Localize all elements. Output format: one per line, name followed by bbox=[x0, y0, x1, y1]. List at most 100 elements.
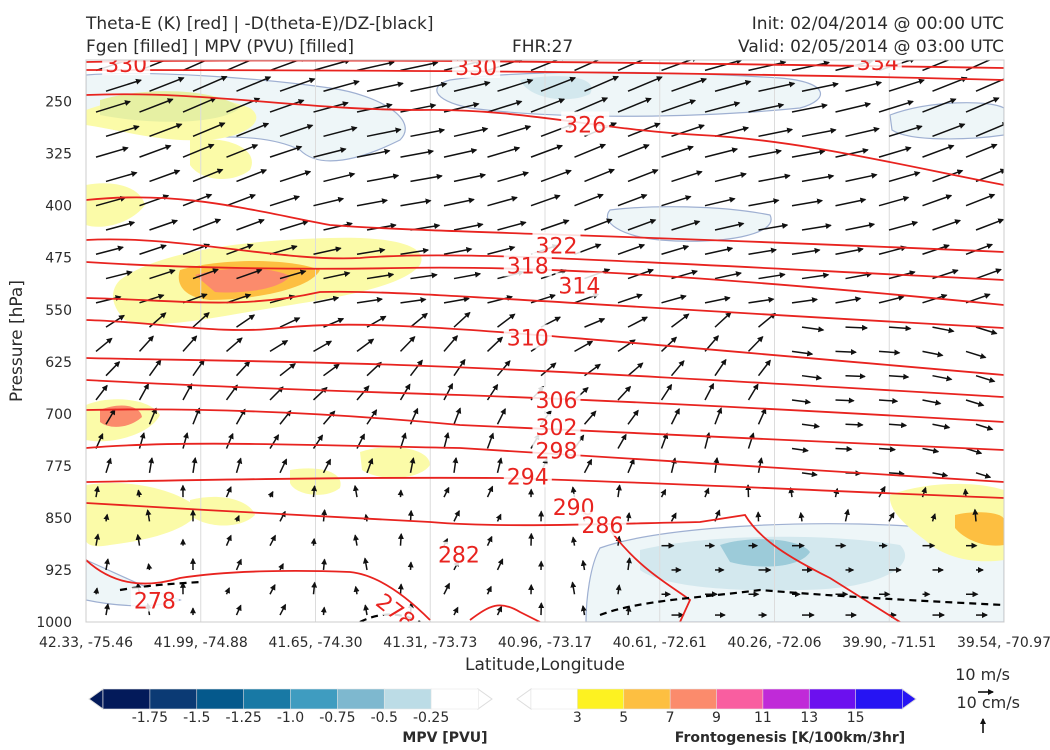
wind-arrow bbox=[671, 170, 703, 183]
wind-arrow bbox=[748, 198, 780, 207]
wind-arrow bbox=[661, 145, 694, 158]
colorbar-cell bbox=[623, 688, 671, 710]
wind-arrow bbox=[627, 316, 648, 328]
wind-arrow bbox=[191, 457, 198, 473]
wind-arrow bbox=[584, 168, 615, 183]
wind-arrow bbox=[356, 338, 375, 353]
wind-arrow bbox=[399, 336, 416, 352]
wind-arrow bbox=[932, 123, 966, 138]
init-time: Init: 02/04/2014 @ 00:00 UTC bbox=[751, 14, 1004, 34]
wind-arrow bbox=[104, 603, 111, 616]
contour-label-bg bbox=[503, 252, 552, 277]
frontogenesis-colorbar: 3 5 7 9 11 13 15 bbox=[516, 688, 917, 726]
wind-arrow bbox=[443, 148, 478, 158]
wind-arrow bbox=[139, 244, 167, 255]
colorbar-cell bbox=[102, 688, 151, 710]
x-tick-label: 41.65, -74.30 bbox=[268, 635, 362, 651]
wind-arrow bbox=[791, 297, 819, 304]
y-axis-label: Pressure [hPa] bbox=[7, 280, 27, 402]
colorbar-cell bbox=[383, 688, 432, 710]
theta-e-contour-4 bbox=[86, 238, 1004, 281]
contour-label: 282 bbox=[438, 544, 480, 569]
wind-arrow bbox=[801, 173, 835, 183]
colorbar-tick-label: 11 bbox=[754, 710, 772, 726]
wind-arrow bbox=[105, 220, 136, 231]
wind-arrow bbox=[269, 583, 276, 595]
wind-arrow bbox=[580, 605, 587, 616]
wind-arrow bbox=[583, 458, 593, 474]
wind-arrow bbox=[95, 195, 127, 207]
shaded-region-5 bbox=[100, 91, 240, 122]
wind-arrow bbox=[279, 269, 307, 280]
wind-arrow bbox=[888, 171, 921, 183]
wind-arrow bbox=[148, 407, 157, 425]
contour-label: 326 bbox=[564, 114, 606, 139]
wind-arrow bbox=[747, 432, 755, 449]
wind-arrow bbox=[835, 397, 855, 404]
wind-arrow bbox=[660, 432, 669, 449]
wind-arrow bbox=[922, 194, 953, 207]
wind-arrow bbox=[182, 383, 193, 401]
wind-arrow bbox=[713, 457, 720, 473]
wind-arrow bbox=[888, 511, 895, 522]
colorbar-tick-label: -0.5 bbox=[371, 710, 398, 726]
wind-arrow bbox=[311, 581, 318, 595]
wind-arrow bbox=[845, 172, 878, 183]
contour-label: 330 bbox=[105, 53, 147, 78]
wind-arrow bbox=[443, 486, 450, 498]
wind-arrow bbox=[540, 169, 572, 183]
colorbar-extend-left bbox=[516, 688, 532, 710]
wind-arrow bbox=[192, 218, 222, 231]
wind-arrow bbox=[279, 363, 296, 377]
wind-arrow bbox=[844, 508, 850, 522]
colorbar-cell bbox=[290, 688, 339, 710]
wind-arrow bbox=[323, 363, 340, 377]
theta-e-contour-8 bbox=[86, 357, 1004, 398]
wind-arrow bbox=[878, 485, 886, 498]
wind-arrow bbox=[714, 358, 727, 377]
theta-e-contour-13 bbox=[86, 502, 901, 622]
wind-arrow bbox=[366, 457, 374, 474]
wind-arrow bbox=[757, 457, 764, 473]
colorbar-cell bbox=[530, 688, 579, 710]
wind-arrow bbox=[888, 373, 910, 380]
chart-title-line1: Theta-E (K) [red] | -D(theta-E)/DZ-[blac… bbox=[86, 14, 434, 34]
wind-arrow bbox=[791, 149, 826, 158]
wind-arrow bbox=[269, 434, 280, 449]
wind-arrow bbox=[95, 433, 104, 449]
colorbar-tick-label: 9 bbox=[712, 710, 721, 726]
wind-arrow bbox=[486, 535, 493, 546]
wind-arrow bbox=[833, 487, 840, 498]
wind-arrow bbox=[791, 60, 830, 72]
wind-arrow bbox=[279, 170, 312, 183]
y-tick-label: 550 bbox=[45, 303, 72, 319]
wind-arrow bbox=[758, 127, 794, 138]
wind-arrow bbox=[235, 360, 251, 377]
wind-arrow bbox=[878, 100, 914, 113]
wind-arrow bbox=[714, 79, 752, 92]
wind-arrow bbox=[226, 60, 263, 72]
colorbar-extend-left bbox=[88, 688, 104, 710]
wind-arrow bbox=[400, 149, 435, 158]
wind-arrow bbox=[845, 324, 869, 331]
wind-arrow bbox=[878, 146, 912, 158]
colorbar-cell bbox=[577, 688, 625, 710]
wind-arrow bbox=[801, 374, 823, 381]
wind-arrow bbox=[313, 60, 351, 72]
wind-arrow bbox=[225, 432, 234, 449]
contour-label: 286 bbox=[581, 514, 623, 539]
x-tick-label: 39.54, -70.97 bbox=[957, 635, 1050, 651]
wind-arrow bbox=[627, 76, 663, 92]
wind-arrow bbox=[888, 422, 908, 429]
contour-label: 334 bbox=[857, 51, 899, 76]
contour-label-bg bbox=[853, 60, 902, 74]
wind-arrow bbox=[704, 196, 736, 207]
stability-contour-0 bbox=[119, 580, 201, 592]
wind-arrow bbox=[888, 325, 912, 332]
wind-arrow bbox=[366, 173, 400, 183]
x-axis-label: Latitude,Longitude bbox=[465, 655, 625, 675]
wind-arrow bbox=[888, 220, 919, 231]
wind-arrow bbox=[661, 99, 697, 113]
wind-arrow bbox=[497, 313, 516, 328]
wind-arrow bbox=[192, 168, 224, 183]
